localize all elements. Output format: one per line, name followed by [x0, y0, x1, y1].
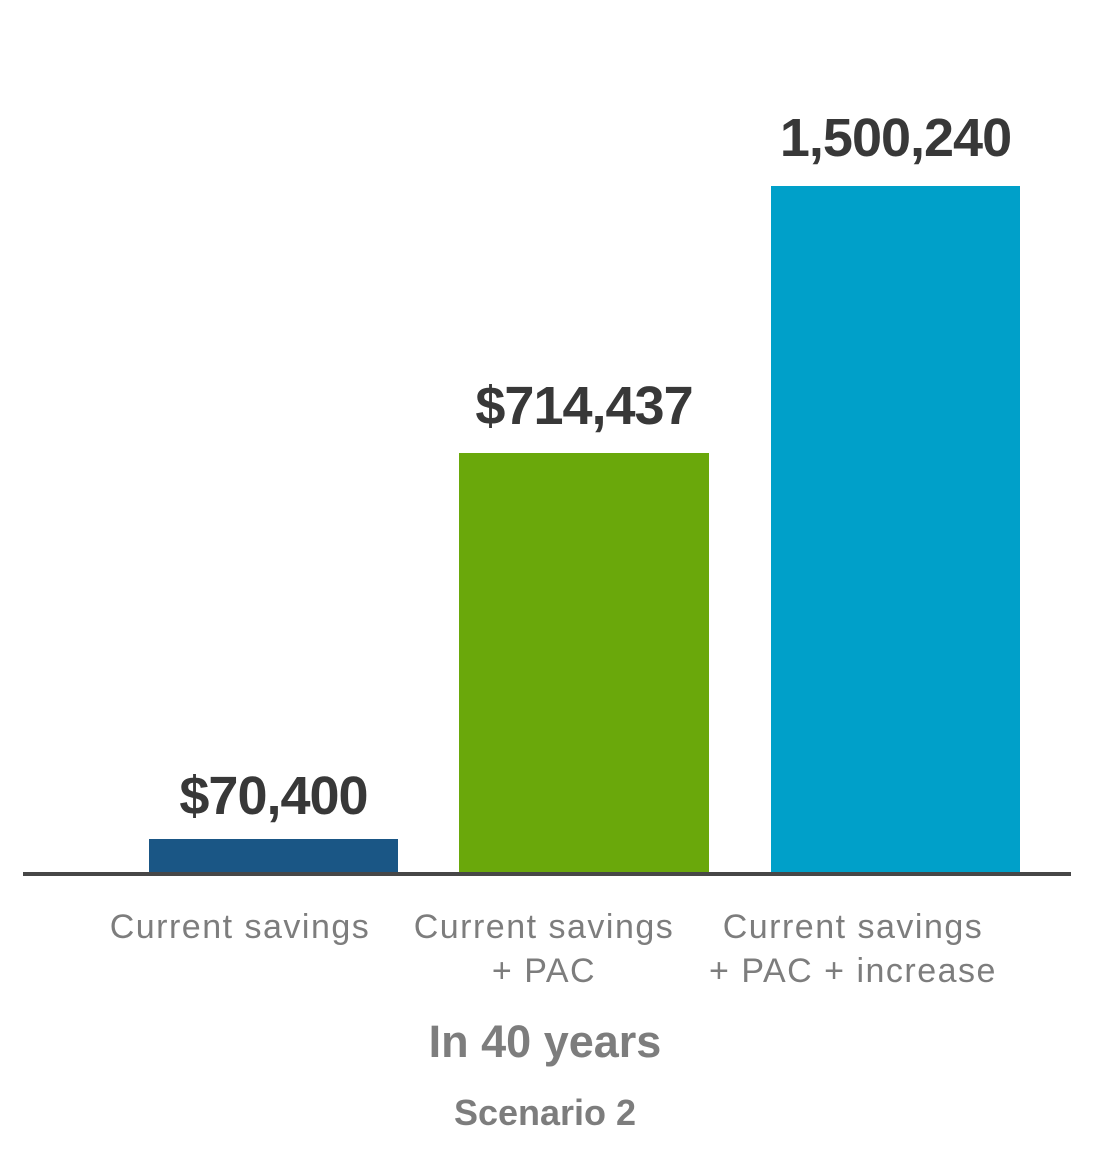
x-axis-line — [23, 872, 1071, 876]
value-label-current-savings: $70,400 — [179, 766, 368, 826]
bar-current-savings-pac — [459, 453, 709, 872]
value-label-current-savings-pac: $714,437 — [475, 376, 693, 436]
chart-title: In 40 years — [428, 1016, 662, 1067]
bar-current-savings-pac-increase — [771, 186, 1020, 872]
category-label-current-savings-pac: Current savings + PAC — [413, 908, 675, 990]
value-label-current-savings-pac-increase: 1,500,240 — [779, 108, 1012, 168]
bar-current-savings — [149, 839, 398, 872]
chart-subtitle: Scenario 2 — [453, 1092, 637, 1133]
category-label-current-savings-pac-increase: Current savings + PAC + increase — [709, 908, 997, 990]
category-label-current-savings: Current savings — [109, 908, 371, 946]
